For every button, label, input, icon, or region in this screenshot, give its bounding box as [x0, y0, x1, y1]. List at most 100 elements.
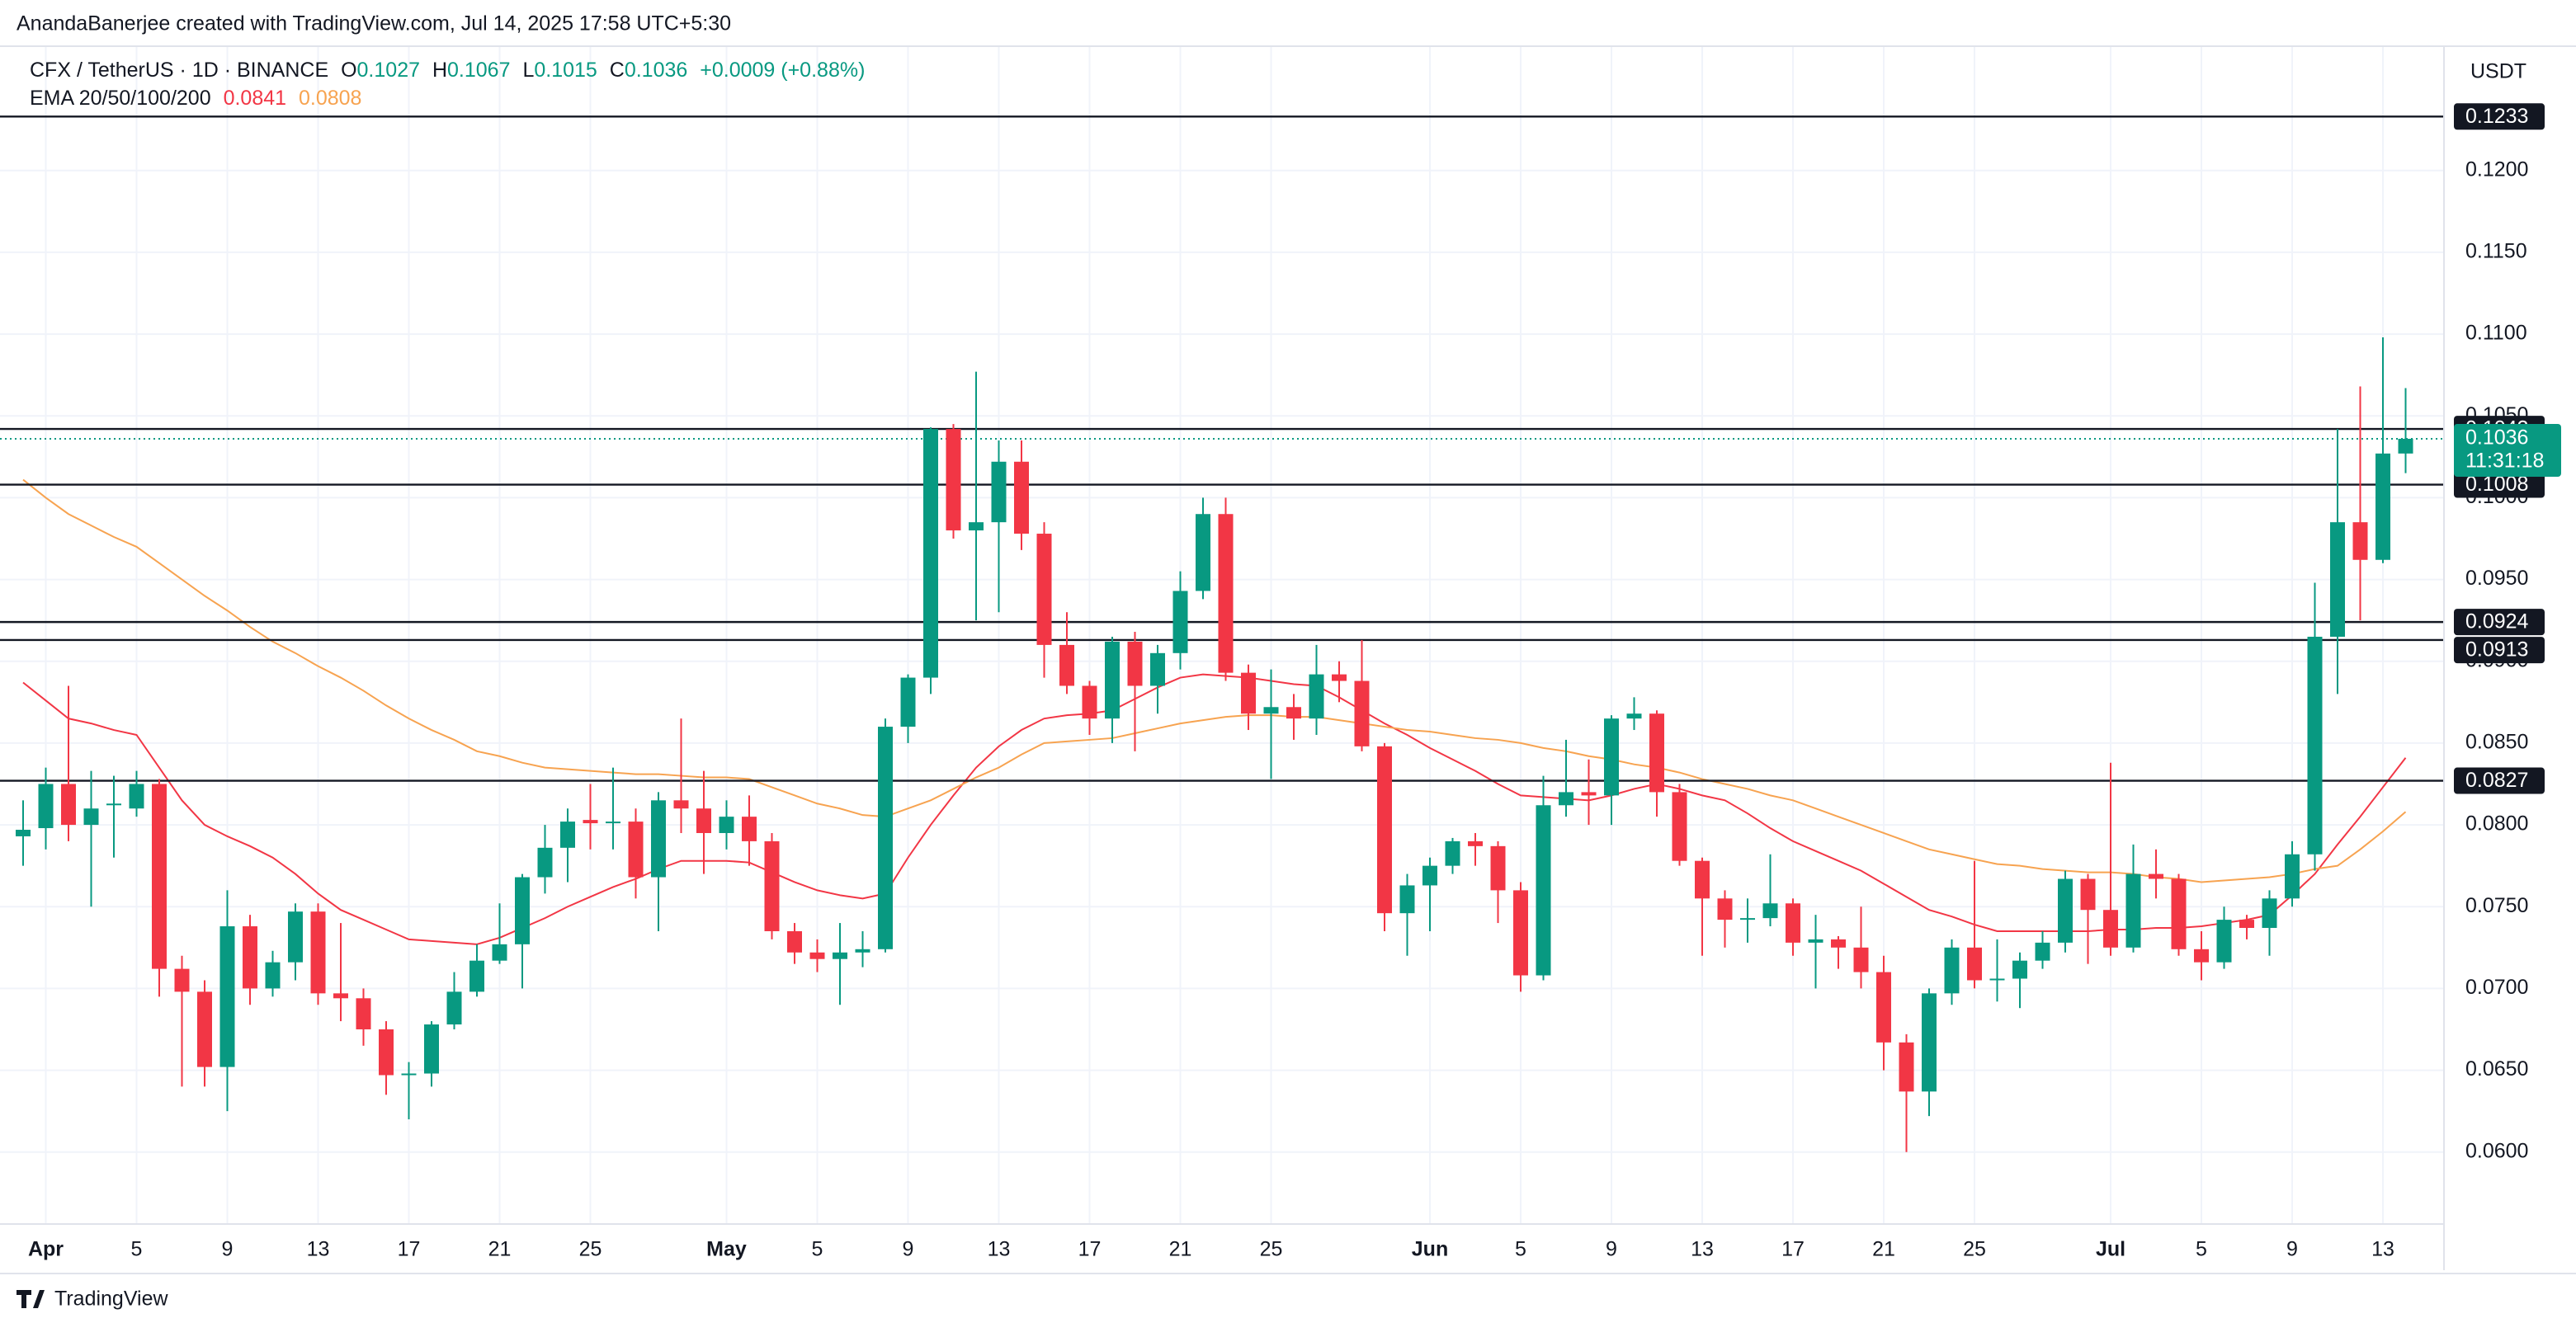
x-tick-label: 25	[1963, 1238, 1986, 1261]
candle-body	[515, 877, 530, 944]
candle-body	[2080, 878, 2096, 911]
candle-body	[424, 1024, 439, 1074]
candle-body	[1468, 840, 1483, 846]
candle-body	[2216, 920, 2232, 963]
candle-body	[1786, 903, 1800, 943]
currency[interactable]: USDT	[2470, 60, 2526, 83]
y-tick-label: 0.0750	[2465, 894, 2528, 917]
candle-body	[1831, 939, 1846, 948]
candle-body	[243, 926, 257, 989]
candle-body	[1127, 641, 1143, 686]
candle-body	[900, 677, 916, 727]
plot	[0, 115, 2444, 1152]
x-tick-label: 9	[903, 1238, 914, 1261]
candle-body	[1626, 713, 1642, 719]
candle-body	[1762, 903, 1778, 919]
x-tick-label: 5	[2196, 1238, 2207, 1261]
indicator-name: EMA 20/50/100/200	[30, 87, 211, 110]
ema-line	[22, 673, 2407, 945]
level-label-box	[2454, 637, 2545, 664]
candle-body	[583, 820, 598, 824]
y-tick-label: 0.0650	[2465, 1057, 2528, 1081]
x-tick-label: 17	[1078, 1238, 1102, 1261]
grid	[0, 46, 2444, 1224]
candle-body	[1944, 947, 1960, 994]
candle-body	[492, 944, 507, 961]
candle-body	[2171, 878, 2187, 949]
candle-body	[809, 952, 825, 959]
candle-body	[2103, 910, 2118, 948]
candle-body	[1172, 591, 1188, 653]
candle-body	[1036, 534, 1052, 645]
level-label: 0.1233	[2465, 105, 2528, 128]
candle-body	[2012, 960, 2027, 979]
candle-body	[1286, 707, 1301, 719]
candle-body	[1241, 672, 1256, 714]
candle-body	[719, 817, 734, 833]
candle-body	[83, 808, 99, 826]
change: +0.0009 (+0.88%)	[700, 59, 865, 82]
candle-body	[1899, 1042, 1914, 1092]
candle-body	[537, 847, 553, 878]
logo: TradingView	[17, 1288, 169, 1311]
candle-body	[1150, 652, 1165, 686]
candle-body	[1263, 707, 1279, 714]
candle-body	[1672, 792, 1687, 861]
candle-body	[1808, 939, 1823, 943]
candle-body	[1422, 865, 1437, 886]
candle-body	[628, 822, 644, 878]
x-tick-label: 25	[579, 1238, 602, 1261]
candle-body	[1059, 644, 1074, 686]
indicator-value: 0.0808	[299, 87, 361, 110]
candle-body	[446, 991, 462, 1025]
x-tick-label: 5	[812, 1238, 823, 1261]
x-tick-label: Apr	[28, 1238, 64, 1261]
candle-body	[16, 830, 31, 836]
x-tick-label: 21	[1872, 1238, 1895, 1261]
candle-body	[219, 926, 235, 1067]
x-tick-label: 17	[398, 1238, 421, 1261]
x-tick-label: Jul	[2096, 1238, 2125, 1261]
candle-body	[1581, 792, 1597, 796]
candle-body	[356, 998, 371, 1029]
y-tick-label: 0.1100	[2465, 322, 2527, 345]
candle-body	[1354, 680, 1370, 746]
candle-body	[560, 822, 575, 848]
candle-body	[673, 800, 689, 809]
candle-body	[2307, 636, 2323, 855]
y-tick-label: 0.1150	[2465, 240, 2527, 263]
candle-body	[1399, 885, 1415, 914]
candle-body	[2194, 949, 2209, 963]
candle-body	[1082, 685, 1097, 719]
candle-body	[1536, 805, 1551, 976]
indicator-value: 0.0841	[224, 87, 286, 110]
credit: AnandaBanerjee created with TradingView.…	[17, 12, 731, 35]
candle-body	[152, 784, 167, 969]
y-tick-label: 0.0950	[2465, 567, 2528, 590]
candle-body	[1559, 792, 1573, 806]
x-tick-label: 13	[1691, 1238, 1714, 1261]
candle-body	[469, 960, 484, 992]
candle-body	[1649, 713, 1664, 793]
ohlc-value: 0.1067	[447, 59, 510, 82]
candle-body	[2330, 522, 2345, 637]
indicator-legend: EMA 20/50/100/200 0.0841 0.0808	[30, 87, 361, 110]
price-label-box	[2454, 424, 2561, 477]
x-tick-label: 21	[488, 1238, 512, 1261]
logo-icon	[17, 1290, 45, 1308]
x-tick-label: Jun	[1412, 1238, 1448, 1261]
candle-body	[651, 800, 666, 878]
ohlc-letter: O	[341, 59, 356, 82]
level-label: 0.0827	[2465, 769, 2528, 792]
candle-body	[129, 784, 144, 809]
candle-body	[1967, 947, 1982, 981]
level-label: 0.0924	[2465, 610, 2529, 633]
candle-body	[106, 803, 121, 806]
candle-body	[1876, 972, 1891, 1043]
ohlc-value: 0.1036	[625, 59, 687, 82]
x-tick-label: 13	[307, 1238, 330, 1261]
candle-body	[1604, 718, 1619, 796]
y-tick-label: 0.0600	[2465, 1139, 2528, 1162]
symbol: CFX / TetherUS · 1D · BINANCE	[30, 59, 328, 82]
